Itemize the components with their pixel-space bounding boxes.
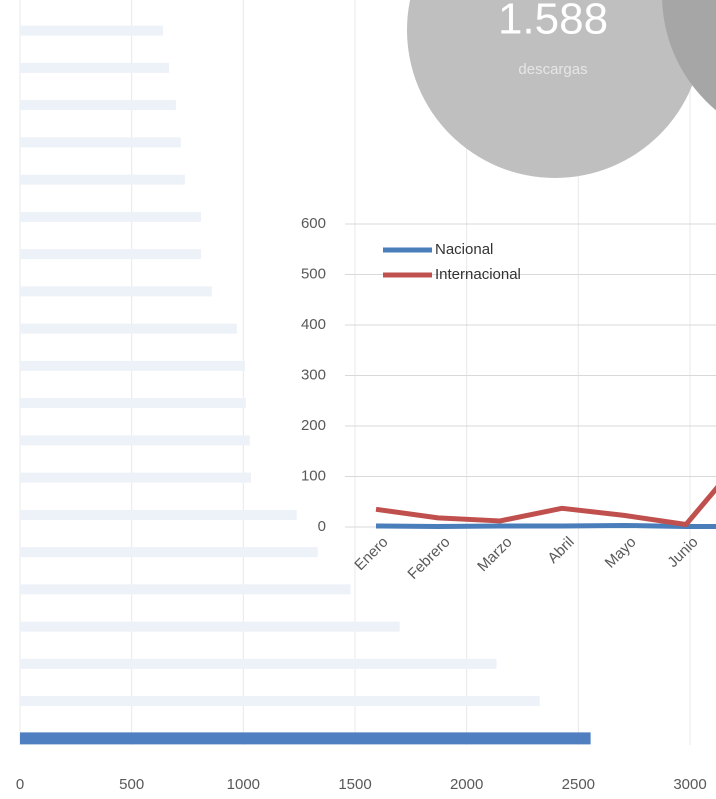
bar [20, 547, 318, 558]
bar [20, 211, 201, 222]
bar [20, 174, 185, 185]
x-tick-label: 1000 [227, 776, 260, 793]
bar [20, 472, 251, 483]
x-tick-label: Mayo [602, 534, 640, 572]
x-tick-label: Junio [664, 534, 701, 571]
bar [20, 732, 591, 745]
bar [20, 509, 297, 520]
stat-circles: 1.588 descargas [407, 0, 716, 178]
bar [20, 584, 351, 595]
y-tick-label: 500 [301, 265, 326, 282]
bar [20, 100, 176, 111]
y-tick-label: 300 [301, 366, 326, 383]
bar [20, 25, 163, 36]
bar-chart: 0 500 1000 1500 2000 2500 3000 [16, 0, 707, 793]
line-chart: 0 100 200 300 400 500 600 Enero Febrero Marzo Abri… [301, 215, 716, 583]
bar [20, 62, 169, 73]
series-line [375, 485, 716, 527]
stat-label: descargas [518, 61, 587, 78]
x-tick-label: 3000 [673, 776, 706, 793]
bar [20, 658, 497, 669]
y-tick-label: 200 [301, 417, 326, 434]
bar [20, 137, 181, 148]
legend-label: Internacional [435, 266, 521, 283]
y-tick-label: 100 [301, 467, 326, 484]
bar [20, 398, 246, 409]
bar [20, 286, 212, 297]
x-tick-label: Enero [351, 534, 391, 574]
x-tick-label: Febrero [404, 534, 453, 583]
legend-label: Nacional [435, 241, 493, 258]
x-tick-label: 2000 [450, 776, 483, 793]
x-tick-label: Abril [544, 534, 577, 567]
x-tick-label: 0 [16, 776, 24, 793]
stat-circle [407, 0, 703, 178]
bar [20, 621, 400, 632]
x-tick-label: 500 [119, 776, 144, 793]
y-tick-label: 400 [301, 316, 326, 333]
x-tick-label: Marzo [474, 534, 515, 575]
bar [20, 435, 250, 446]
y-tick-label: 0 [318, 518, 326, 535]
y-tick-label: 600 [301, 215, 326, 232]
x-tick-label: 2500 [562, 776, 595, 793]
bar [20, 249, 201, 260]
bar [20, 323, 237, 334]
stat-circle [662, 0, 716, 111]
x-tick-label: 1500 [338, 776, 371, 793]
stat-value: 1.588 [498, 0, 608, 44]
bar [20, 696, 540, 707]
series-line [375, 522, 716, 529]
bar [20, 360, 245, 371]
